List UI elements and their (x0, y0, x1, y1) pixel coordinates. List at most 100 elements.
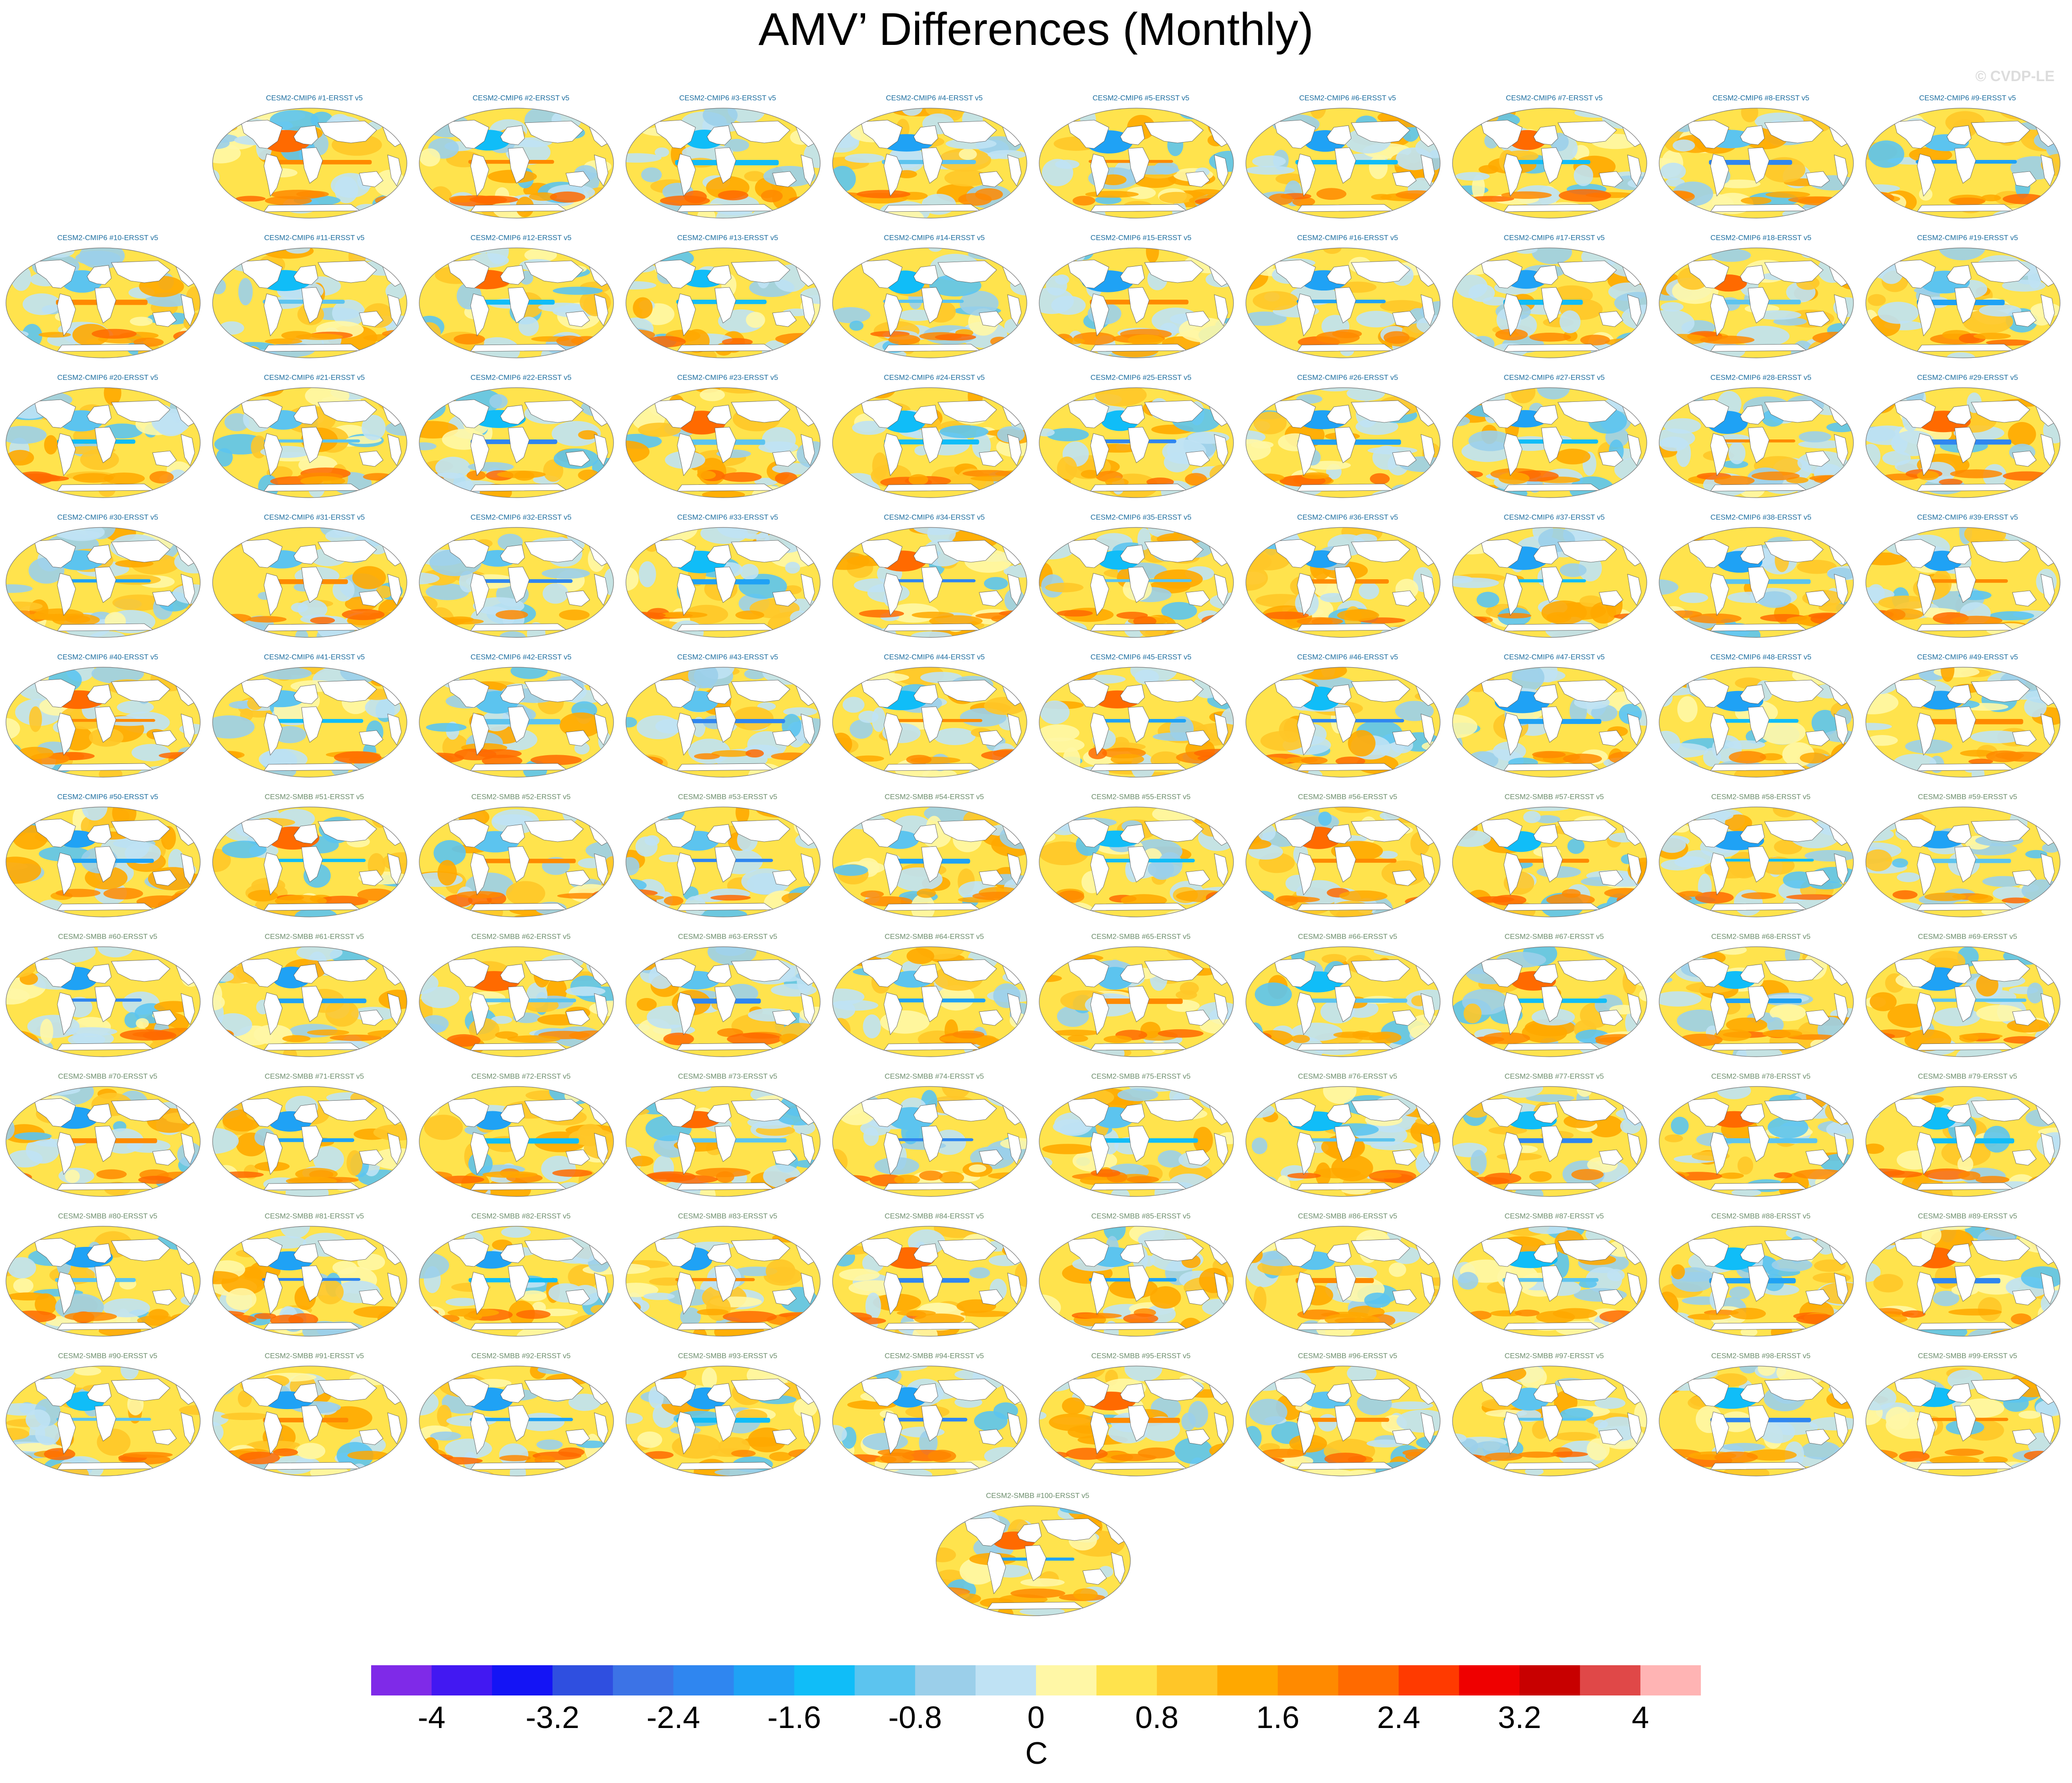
sst-difference-map (1039, 1086, 1234, 1197)
sst-difference-map (832, 108, 1027, 219)
sst-difference-map (832, 806, 1027, 917)
map-panel: CESM2-SMBB #86-ERSST v5 (1244, 1212, 1451, 1345)
panel-label: CESM2-SMBB #79-ERSST v5 (1918, 1073, 2017, 1081)
panel-label: CESM2-SMBB #68-ERSST v5 (1711, 933, 1811, 941)
sst-difference-map (1245, 946, 1441, 1057)
colorbar-tick-label: 4 (1632, 1700, 1649, 1735)
colorbar-tick-label: -2.4 (646, 1700, 701, 1735)
map-panel: CESM2-SMBB #100-ERSST v5 (935, 1492, 1141, 1624)
map-panel: CESM2-SMBB #55-ERSST v5 (1038, 793, 1244, 926)
map-panel: CESM2-SMBB #58-ERSST v5 (1658, 793, 1864, 926)
map-panel: CESM2-SMBB #83-ERSST v5 (625, 1212, 831, 1345)
sst-difference-map (832, 946, 1027, 1057)
map-panel: CESM2-SMBB #66-ERSST v5 (1244, 933, 1451, 1065)
map-panel: CESM2-CMIP6 #10-ERSST v5 (5, 234, 211, 367)
panel-label: CESM2-SMBB #64-ERSST v5 (884, 933, 984, 941)
panel-label: CESM2-CMIP6 #17-ERSST v5 (1503, 234, 1605, 242)
sst-difference-map (212, 1226, 407, 1337)
map-panel: CESM2-CMIP6 #47-ERSST v5 (1451, 653, 1657, 786)
panel-label: CESM2-CMIP6 #33-ERSST v5 (677, 514, 778, 521)
panel-label: CESM2-CMIP6 #39-ERSST v5 (1917, 514, 2018, 521)
map-panel: CESM2-SMBB #77-ERSST v5 (1451, 1072, 1657, 1205)
map-panel: CESM2-SMBB #67-ERSST v5 (1451, 933, 1657, 1065)
map-panel: CESM2-SMBB #84-ERSST v5 (831, 1212, 1037, 1345)
map-panel: CESM2-SMBB #62-ERSST v5 (418, 933, 624, 1065)
sst-difference-map (625, 667, 821, 778)
panel-label: CESM2-SMBB #76-ERSST v5 (1298, 1073, 1398, 1081)
sst-difference-map (625, 806, 821, 917)
panel-label: CESM2-CMIP6 #13-ERSST v5 (677, 234, 778, 242)
sst-difference-map (935, 1505, 1131, 1616)
sst-difference-map (212, 1086, 407, 1197)
sst-difference-map (212, 247, 407, 358)
map-panel: CESM2-CMIP6 #45-ERSST v5 (1038, 653, 1244, 786)
panel-label: CESM2-SMBB #85-ERSST v5 (1091, 1212, 1191, 1220)
map-panel: CESM2-SMBB #82-ERSST v5 (418, 1212, 624, 1345)
sst-difference-map (1659, 806, 1854, 917)
sst-difference-map (1245, 667, 1441, 778)
panel-label: CESM2-SMBB #58-ERSST v5 (1711, 793, 1811, 801)
panel-grid: CESM2-CMIP6 #1-ERSST v5 CESM2-CMIP6 #2-ER… (5, 94, 2071, 1624)
colorbar-swatch (1640, 1665, 1701, 1695)
sst-difference-map (419, 1086, 614, 1197)
sst-difference-map (1865, 247, 2061, 358)
colorbar-tick-label: 0.8 (1135, 1700, 1179, 1735)
sst-difference-map (5, 1366, 201, 1476)
map-panel: CESM2-SMBB #70-ERSST v5 (5, 1072, 211, 1205)
sst-difference-map (1245, 387, 1441, 498)
panel-label: CESM2-CMIP6 #15-ERSST v5 (1090, 234, 1192, 242)
panel-label: CESM2-CMIP6 #40-ERSST v5 (57, 653, 159, 661)
colorbar-tick-label: 1.6 (1256, 1700, 1299, 1735)
panel-label: CESM2-SMBB #99-ERSST v5 (1918, 1352, 2017, 1360)
sst-difference-map (832, 667, 1027, 778)
map-panel: CESM2-SMBB #85-ERSST v5 (1038, 1212, 1244, 1345)
panel-label: CESM2-SMBB #55-ERSST v5 (1091, 793, 1191, 801)
sst-difference-map (1452, 247, 1647, 358)
sst-difference-map (5, 946, 201, 1057)
panel-label: CESM2-SMBB #87-ERSST v5 (1504, 1212, 1604, 1220)
panel-label: CESM2-SMBB #67-ERSST v5 (1504, 933, 1604, 941)
map-panel: CESM2-CMIP6 #38-ERSST v5 (1658, 513, 1864, 646)
map-panel: CESM2-SMBB #54-ERSST v5 (831, 793, 1037, 926)
map-panel: CESM2-SMBB #57-ERSST v5 (1451, 793, 1657, 926)
map-panel: CESM2-CMIP6 #4-ERSST v5 (831, 94, 1037, 227)
sst-difference-map (1452, 1226, 1647, 1337)
panel-label: CESM2-SMBB #56-ERSST v5 (1298, 793, 1398, 801)
map-panel: CESM2-CMIP6 #9-ERSST v5 (1864, 94, 2071, 227)
map-panel: CESM2-CMIP6 #35-ERSST v5 (1038, 513, 1244, 646)
sst-difference-map (625, 247, 821, 358)
panel-label: CESM2-CMIP6 #21-ERSST v5 (263, 374, 365, 382)
map-panel: CESM2-CMIP6 #2-ERSST v5 (418, 94, 624, 227)
map-panel: CESM2-CMIP6 #48-ERSST v5 (1658, 653, 1864, 786)
map-panel: CESM2-CMIP6 #37-ERSST v5 (1451, 513, 1657, 646)
map-panel: CESM2-CMIP6 #44-ERSST v5 (831, 653, 1037, 786)
panel-label: CESM2-SMBB #90-ERSST v5 (58, 1352, 158, 1360)
colorbar-tick-label: -0.8 (888, 1700, 942, 1735)
map-panel: CESM2-SMBB #91-ERSST v5 (211, 1352, 417, 1485)
sst-difference-map (1245, 1366, 1441, 1476)
sst-difference-map (1659, 108, 1854, 219)
map-panel: CESM2-SMBB #60-ERSST v5 (5, 933, 211, 1065)
map-panel: CESM2-CMIP6 #42-ERSST v5 (418, 653, 624, 786)
map-panel: CESM2-CMIP6 #19-ERSST v5 (1864, 234, 2071, 367)
sst-difference-map (1659, 387, 1854, 498)
map-panel: CESM2-SMBB #89-ERSST v5 (1864, 1212, 2071, 1345)
sst-difference-map (419, 806, 614, 917)
sst-difference-map (419, 1226, 614, 1337)
panel-label: CESM2-SMBB #83-ERSST v5 (678, 1212, 778, 1220)
sst-difference-map (1039, 387, 1234, 498)
panel-label: CESM2-CMIP6 #20-ERSST v5 (57, 374, 159, 382)
colorbar-tick-label: 3.2 (1498, 1700, 1541, 1735)
map-panel: CESM2-CMIP6 #6-ERSST v5 (1244, 94, 1451, 227)
colorbar-swatch (1217, 1665, 1278, 1695)
panel-label: CESM2-SMBB #71-ERSST v5 (264, 1073, 364, 1081)
page-title: AMV’ Differences (Monthly) (758, 4, 1314, 55)
map-panel: CESM2-SMBB #52-ERSST v5 (418, 793, 624, 926)
map-panel: CESM2-SMBB #90-ERSST v5 (5, 1352, 211, 1485)
sst-difference-map (832, 1366, 1027, 1476)
panel-label: CESM2-SMBB #53-ERSST v5 (678, 793, 778, 801)
map-panel: CESM2-SMBB #98-ERSST v5 (1658, 1352, 1864, 1485)
sst-difference-map (212, 946, 407, 1057)
panel-label: CESM2-CMIP6 #23-ERSST v5 (677, 374, 778, 382)
map-panel: CESM2-SMBB #63-ERSST v5 (625, 933, 831, 1065)
